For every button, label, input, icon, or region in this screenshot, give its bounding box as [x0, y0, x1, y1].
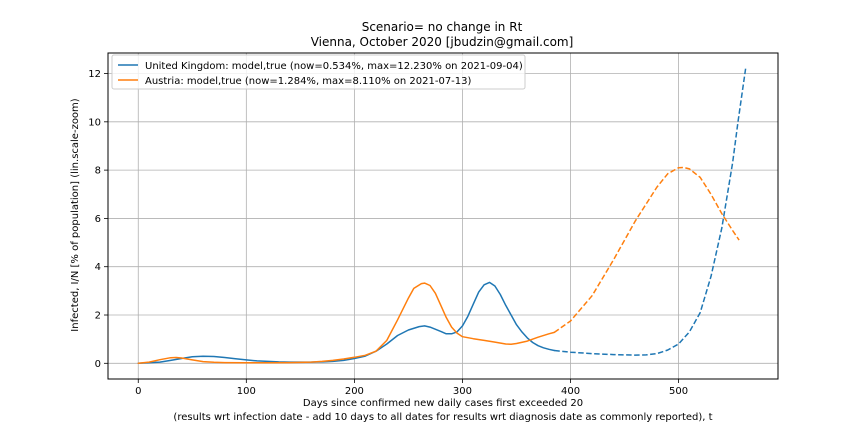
x-tick-label: 0: [135, 386, 141, 397]
legend-box: [111, 54, 526, 90]
grid-lines: [108, 53, 778, 379]
x-axis-label-line2: (results wrt infection date - add 10 day…: [173, 412, 712, 423]
x-axis-label-line1: Days since confirmed new daily cases fir…: [303, 398, 583, 409]
x-tick-label: 200: [345, 386, 364, 397]
y-tick-label: 12: [88, 69, 101, 80]
y-tick-label: 4: [95, 262, 101, 273]
plot-series: [137, 68, 747, 365]
x-tick-label: 100: [237, 386, 256, 397]
y-tick-label: 10: [88, 117, 101, 128]
legend-label-uk: United Kingdom: model,true (now=0.534%, …: [145, 61, 523, 72]
y-tick-label: 8: [95, 166, 101, 177]
y-axis-label: Infected, I/N [% of population] (lin.sca…: [70, 98, 81, 331]
legend-label-austria: Austria: model,true (now=1.284%, max=8.1…: [145, 76, 472, 87]
y-tick-label: 2: [95, 311, 101, 322]
legend: United Kingdom: model,true (now=0.534%, …: [111, 54, 526, 90]
series-line-austria-projected: [553, 166, 740, 334]
chart-subtitle: Vienna, October 2020 [jbudzin@gmail.com]: [311, 35, 574, 49]
chart-title: Scenario= no change in Rt: [362, 20, 523, 34]
x-tick-label: 400: [561, 386, 580, 397]
axis-ticks: 0 100 200 300 400 500 0 2 4 6 8 10 12: [88, 69, 688, 397]
series-line-uk-observed: [137, 281, 556, 365]
y-tick-label: 0: [95, 359, 101, 370]
x-tick-label: 500: [669, 386, 688, 397]
y-tick-label: 6: [95, 214, 101, 225]
x-tick-label: 300: [453, 386, 472, 397]
series-line-uk-projected: [554, 68, 747, 356]
plot-frame: [107, 52, 779, 380]
series-line-austria-observed: [137, 282, 556, 365]
